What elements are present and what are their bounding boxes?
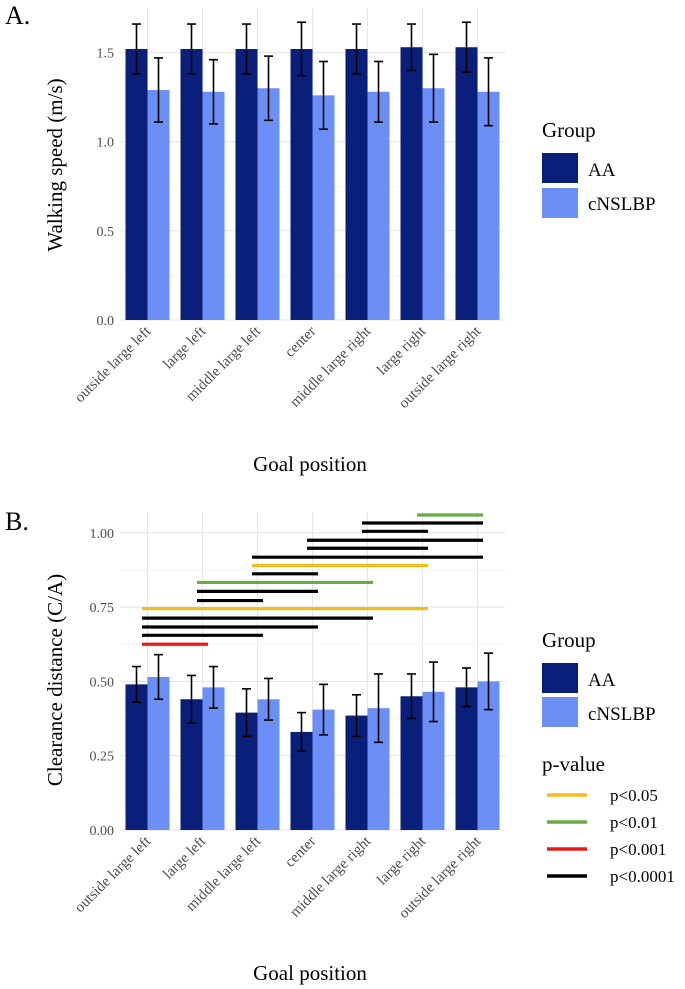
panel-b-y-tick-label: 0.75 (90, 601, 115, 616)
panel-a-bar-aa (125, 49, 148, 321)
panel-b-x-tick-label: large left (160, 833, 210, 883)
panel-a-y-tick-label: 1.5 (97, 47, 115, 62)
panel-a-bar-cnslbp (367, 91, 390, 321)
panel-a-x-tick-label: center (282, 324, 319, 361)
panel-b-bar-aa (125, 684, 148, 830)
pvalue-legend-label-001: p<0.01 (610, 813, 658, 832)
panel-b-y-tick-label: 0.00 (90, 824, 115, 839)
pvalue-legend-label-0001: p<0.001 (610, 840, 666, 859)
panel-a-bar-aa (345, 49, 368, 321)
panel-b-legend-title: Group (542, 628, 596, 652)
panel-b-bar-cnslbp (422, 691, 445, 830)
panel-b-bar-cnslbp (477, 681, 500, 830)
panel-a-legend-label-aa: AA (588, 160, 616, 181)
panel-b-legend-swatch-cnslbp (542, 697, 578, 727)
panel-a-legend-swatch-cnslbp (542, 188, 578, 218)
panel-b-legend-swatch-aa (542, 663, 578, 693)
panel-a-bar-cnslbp (312, 95, 335, 320)
panel-a-y-tick-label: 0.5 (97, 225, 115, 240)
panel-a-bar-aa (180, 49, 203, 321)
panel-b-bar-aa (400, 696, 423, 830)
panel-a-x-title: Goal position (253, 452, 367, 476)
panel-b-y-tick-label: 1.00 (90, 527, 115, 542)
panel-b-bar-aa (235, 712, 258, 830)
panel-a-legend-swatch-aa (542, 153, 578, 183)
panel-b-bar-cnslbp (367, 708, 390, 830)
panel-a-bar-cnslbp (477, 91, 500, 321)
panel-b-bar-cnslbp (202, 687, 225, 830)
panel-b-x-tick-label: outside large left (72, 833, 155, 916)
panel-a-x-tick-label: large right (374, 323, 430, 379)
panel-b-label: B. (5, 507, 29, 536)
panel-a-legend-label-cnslbp: cNSLBP (588, 194, 656, 215)
panel-b-y-tick-label: 0.25 (90, 750, 115, 765)
panel-b-bar-aa (290, 731, 313, 830)
panel-a-legend: Group AA cNSLBP (542, 118, 656, 218)
panel-b-y-title: Clearance distance (C/A) (43, 574, 67, 786)
panel-b-bar-aa (455, 687, 478, 830)
panel-b-bar-aa (345, 715, 368, 830)
pvalue-legend-label-005: p<0.05 (610, 786, 658, 805)
panel-b-bar-cnslbp (257, 699, 280, 830)
panel-a-bar-cnslbp (422, 88, 445, 320)
pvalue-legend-title: p-value (542, 752, 605, 776)
panel-a-bar-aa (235, 49, 258, 321)
panel-a-x-tick-label: large left (160, 323, 210, 373)
panel-a-bar-cnslbp (147, 90, 170, 320)
panel-b-x-title: Goal position (253, 961, 367, 985)
panel-a-bar-aa (290, 49, 313, 321)
panel-b-bar-aa (180, 699, 203, 830)
panel-a-y-tick-label: 0.0 (97, 314, 115, 329)
panel-a-y-title: Walking speed (m/s) (43, 78, 67, 251)
panel-b-bar-cnslbp (147, 676, 170, 830)
panel-b-y-tick-label: 0.50 (90, 675, 115, 690)
pvalue-legend-label-00001: p<0.0001 (610, 867, 675, 886)
panel-a-legend-title: Group (542, 118, 596, 142)
panel-b-legend-label-cnslbp: cNSLBP (588, 704, 656, 725)
panel-b-group-legend: Group AA cNSLBP (542, 628, 656, 727)
panel-b-legend-label-aa: AA (588, 670, 616, 691)
panel-b-bar-cnslbp (312, 709, 335, 830)
panel-a-bar-aa (455, 47, 478, 320)
panel-a-bar-cnslbp (257, 88, 280, 320)
panel-b-pvalue-legend: p-value p<0.05 p<0.01 p<0.001 p<0.0001 (542, 752, 675, 886)
panel-a-bar-aa (400, 47, 423, 320)
panel-b-x-tick-label: large right (374, 833, 430, 889)
panel-a-bar-cnslbp (202, 91, 225, 321)
panel-b-x-tick-label: center (282, 834, 319, 871)
panel-a-x-tick-label: outside large left (72, 323, 155, 406)
panel-a-plot: 0.0 0.5 1.0 1.5 outside large left large left… (72, 8, 505, 412)
panel-a-y-tick-label: 1.0 (97, 136, 115, 151)
panel-a-label: A. (5, 1, 30, 30)
